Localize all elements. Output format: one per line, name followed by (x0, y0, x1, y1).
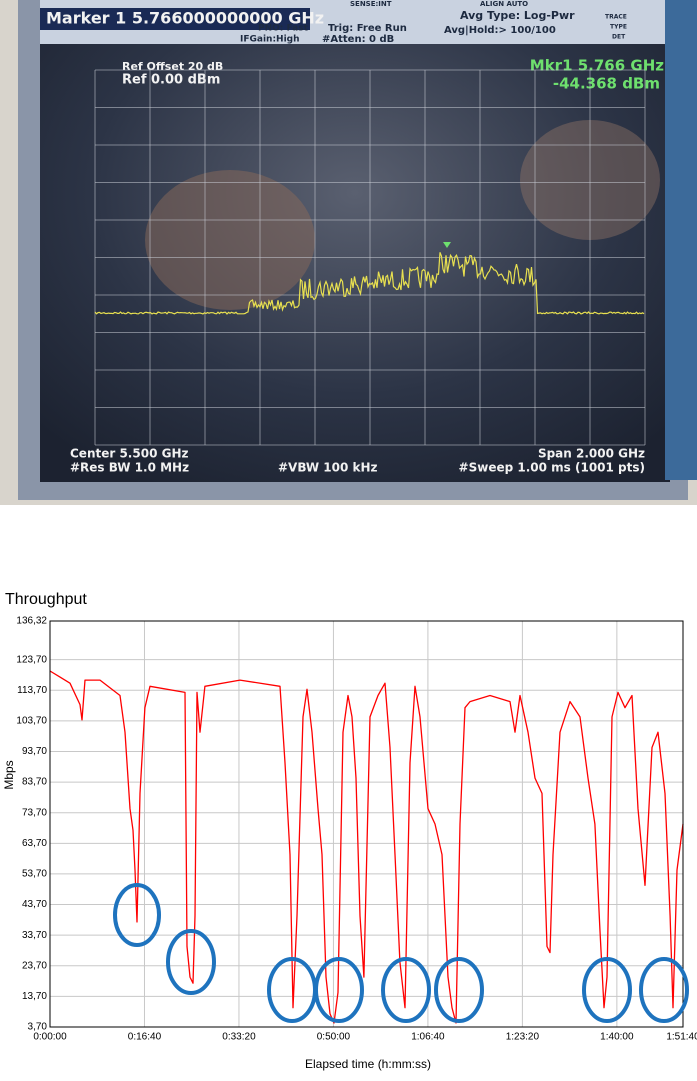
marker-text: Marker 1 5.766000000000 GHz (46, 9, 324, 28)
x-tick-label: 1:23:20 (506, 1032, 540, 1043)
y-tick-label: 83,70 (22, 777, 47, 788)
marker-level: -44.368 dBm (553, 75, 660, 93)
circle-annotation (381, 957, 431, 1023)
circle-annotation (582, 957, 632, 1023)
x-tick-label: 0:33:20 (222, 1032, 256, 1043)
type: TYPE (610, 24, 627, 31)
span: Span 2.000 GHz (538, 447, 645, 461)
spectrum-trace (94, 252, 645, 315)
x-tick-label: 1:40:00 (600, 1032, 634, 1043)
marker-diamond (443, 242, 451, 248)
y-tick-label: 136,32 (16, 616, 47, 627)
atten: #Atten: 0 dB (322, 34, 394, 45)
ifgain: IFGain:High (240, 35, 300, 45)
circle-annotation (434, 957, 484, 1023)
circle-annotation (639, 957, 689, 1023)
marker-box (40, 8, 310, 30)
sweep: #Sweep 1.00 ms (1001 pts) (459, 461, 645, 475)
ref: Ref 0.00 dBm (122, 73, 220, 88)
vbw: #VBW 100 kHz (278, 461, 377, 475)
y-tick-label: 113,70 (17, 685, 47, 696)
ref-offset: Ref Offset 20 dB (122, 60, 223, 73)
plot-border (49, 620, 684, 1028)
marker-freq: Mkr1 5.766 GHz (530, 57, 664, 75)
x-tick-label: 1:06:40 (411, 1032, 445, 1043)
circle-annotation (166, 929, 216, 995)
det: DET (612, 34, 626, 41)
pno: PNO: Fast (258, 24, 309, 34)
sense: SENSE:INT (350, 0, 392, 8)
x-tick-label: 0:00:00 (33, 1032, 67, 1043)
x-tick-label: 0:16:40 (128, 1032, 162, 1043)
y-tick-label: 103,70 (16, 716, 47, 727)
avg-hold: Avg|Hold:> 100/100 (444, 25, 556, 36)
circle-annotation (113, 883, 161, 947)
y-tick-label: 23,70 (22, 960, 47, 971)
softkey-panel (665, 0, 697, 480)
y-axis-label: Mbps (2, 760, 16, 789)
annotations (113, 883, 689, 1023)
y-tick-label: 13,70 (22, 991, 47, 1002)
x-axis-label: Elapsed time (h:mm:ss) (305, 1057, 431, 1071)
y-tick-label: 73,70 (22, 807, 47, 818)
screen (40, 0, 670, 482)
y-tick-label: 123,70 (16, 654, 47, 665)
trig: Trig: Free Run (328, 23, 407, 34)
throughput-chart: Throughput Mbps Elapsed time (h:mm:ss) 3… (2, 591, 697, 1071)
center: Center 5.500 GHz (70, 447, 188, 461)
y-tick-label: 33,70 (22, 930, 47, 941)
chart-title: Throughput (5, 591, 87, 608)
y-tick-label: 63,70 (22, 838, 47, 849)
throughput-line (49, 670, 684, 1024)
y-tick-label: 93,70 (22, 746, 47, 757)
avg-type: Avg Type: Log-Pwr (460, 9, 575, 22)
y-tick-label: 53,70 (22, 869, 47, 880)
graticule (94, 69, 646, 446)
analyzer-photo: Marker 1 5.766000000000 GHz SENSE:INT AL… (0, 0, 697, 505)
x-tick-label: 1:51:40 (666, 1032, 697, 1043)
circle-annotation (314, 957, 364, 1023)
x-tick-label: 0:50:00 (317, 1032, 351, 1043)
plot-area (49, 620, 684, 1028)
align: ALIGN AUTO (480, 0, 528, 8)
y-tick-label: 43,70 (22, 899, 47, 910)
reflection (145, 170, 315, 310)
trace: TRACE (605, 14, 627, 21)
y-tick-label: 3,70 (28, 1022, 48, 1033)
res-bw: #Res BW 1.0 MHz (70, 461, 189, 475)
